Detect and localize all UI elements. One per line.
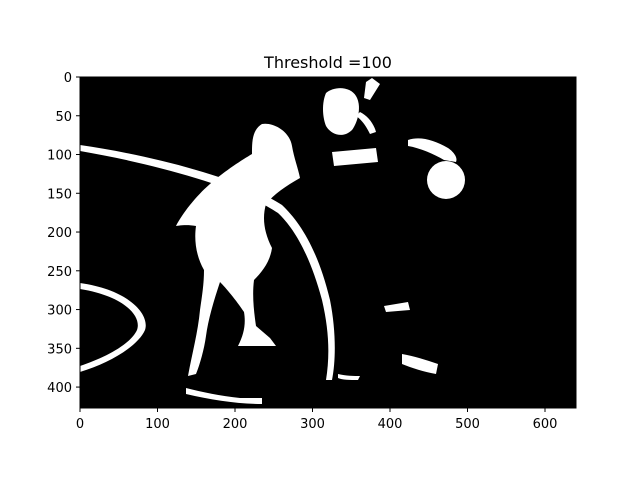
x-axis: 0 100 200 300 400 500 600: [76, 408, 558, 432]
player-left-silhouette: [176, 123, 300, 376]
x-tick-label: 500: [455, 417, 480, 432]
plot-frame: [79, 76, 577, 409]
y-tick-label: 300: [47, 304, 72, 319]
threshold-image-foreground: [80, 78, 465, 404]
y-tick-label: 0: [64, 71, 72, 86]
x-tick-label: 400: [378, 417, 403, 432]
player-shadow: [186, 388, 262, 404]
x-tick-label: 100: [145, 417, 170, 432]
player-right-shoulder: [356, 112, 376, 134]
x-tick-label: 600: [533, 417, 558, 432]
y-axis: 0 50 100 150 200 250 300 350 400: [47, 71, 80, 396]
shoe-highlight-3: [338, 374, 360, 380]
y-tick-label: 150: [47, 187, 72, 202]
x-tick-label: 200: [223, 417, 248, 432]
player-right-arm: [364, 78, 380, 100]
y-tick-label: 250: [47, 265, 72, 280]
y-tick-label: 350: [47, 342, 72, 357]
court-arc-upper: [80, 145, 335, 380]
image-plot: [79, 76, 577, 409]
hand-highlight: [408, 138, 457, 162]
x-tick-label: 0: [76, 417, 84, 432]
x-tick-label: 300: [300, 417, 325, 432]
court-arc-left: [80, 283, 146, 372]
shoe-highlight-2: [402, 354, 438, 374]
chart-title: Threshold =100: [263, 53, 392, 72]
y-tick-label: 400: [47, 381, 72, 396]
y-tick-label: 50: [55, 110, 72, 125]
player-right-head: [323, 88, 359, 135]
shoe-highlight-1: [384, 302, 410, 312]
jersey-lettering: [332, 148, 378, 166]
basketball: [427, 161, 465, 199]
y-tick-label: 200: [47, 226, 72, 241]
y-tick-label: 100: [47, 149, 72, 164]
threshold-image-background: [80, 77, 576, 408]
